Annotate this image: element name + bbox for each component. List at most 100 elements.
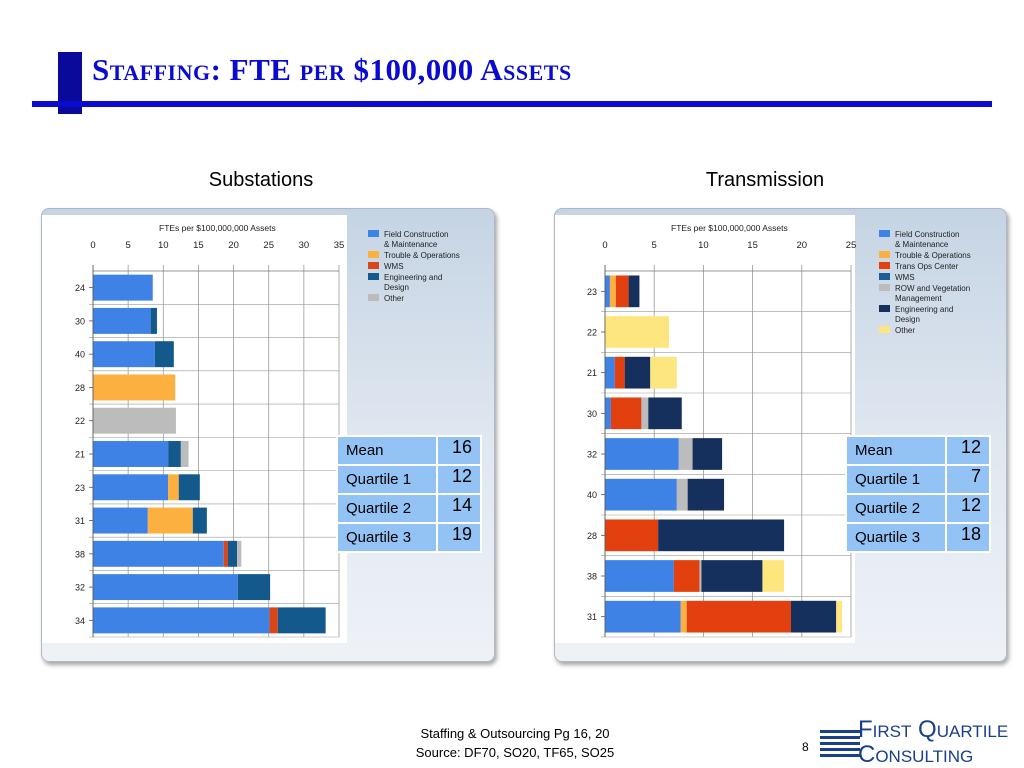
bar-segment bbox=[673, 560, 700, 592]
stat-value: 12 bbox=[947, 495, 989, 522]
footer-line-2: Source: DF70, SO20, TF65, SO25 bbox=[415, 745, 615, 760]
bar-segment bbox=[650, 356, 677, 389]
bar-segment bbox=[615, 275, 629, 308]
bar-segment bbox=[605, 560, 674, 592]
bar-segment bbox=[93, 374, 176, 401]
logo-line-1: First Quartile bbox=[858, 716, 1008, 743]
bar-segment bbox=[277, 607, 326, 634]
x-tick-label: 15 bbox=[193, 240, 204, 251]
y-tick-label: 22 bbox=[587, 328, 597, 338]
page-title: Staffing: FTE per $100,000 Assets bbox=[92, 52, 572, 87]
company-logo: First Quartile Consulting bbox=[820, 716, 1008, 768]
stat-label: Quartile 2 bbox=[847, 495, 945, 522]
stat-label: Mean bbox=[847, 437, 945, 464]
y-tick-label: 40 bbox=[587, 490, 597, 500]
stat-label: Mean bbox=[338, 437, 436, 464]
bar-segment bbox=[610, 397, 642, 430]
substations-chart: FTEs per $100,000,000 Assets 0 5 10 15 20 25 30… bbox=[42, 215, 460, 643]
stat-value: 16 bbox=[438, 437, 480, 464]
stat-value: 12 bbox=[438, 466, 480, 493]
legend-swatch bbox=[879, 230, 890, 237]
y-tick-label: 31 bbox=[75, 516, 85, 526]
bar-segment bbox=[93, 341, 155, 368]
bar-segment bbox=[178, 474, 200, 501]
bar-segment bbox=[93, 540, 224, 567]
y-tick-label: 32 bbox=[587, 450, 597, 460]
x-tick-label: 15 bbox=[747, 240, 758, 251]
bar-segment bbox=[605, 519, 659, 552]
stat-value: 19 bbox=[438, 524, 480, 551]
legend-label: Design bbox=[384, 283, 409, 292]
y-tick-label: 30 bbox=[587, 409, 597, 419]
chart-title: FTEs per $100,000,000 Assets bbox=[159, 223, 276, 233]
y-tick-label: 40 bbox=[75, 350, 85, 360]
legend-label: Design bbox=[895, 315, 920, 324]
legend-swatch bbox=[368, 294, 379, 301]
bar-segment bbox=[150, 307, 157, 334]
bar-segment bbox=[168, 441, 181, 467]
bar-segment bbox=[605, 275, 610, 308]
legend-label: Other bbox=[895, 326, 915, 335]
x-tick-label: 0 bbox=[90, 240, 95, 251]
bar-segment bbox=[605, 356, 615, 389]
y-tick-label: 24 bbox=[75, 283, 85, 293]
page-number: 8 bbox=[802, 740, 809, 754]
y-tick-label: 30 bbox=[75, 316, 85, 326]
x-tick-label: 0 bbox=[602, 240, 607, 251]
bar-segment bbox=[93, 274, 153, 301]
stat-value: 12 bbox=[947, 437, 989, 464]
legend-swatch bbox=[879, 305, 890, 312]
transmission-label: Transmission bbox=[705, 169, 825, 191]
bar-segment bbox=[609, 275, 616, 308]
bar-segment bbox=[680, 600, 687, 633]
bar-segment bbox=[93, 307, 151, 334]
bar-segment bbox=[180, 441, 189, 467]
y-tick-label: 31 bbox=[587, 612, 597, 622]
x-tick-label: 20 bbox=[228, 240, 239, 251]
bar-segment bbox=[192, 507, 207, 534]
stats-row-q3: Quartile 3 19 bbox=[338, 524, 480, 551]
bar-segment bbox=[168, 474, 179, 501]
y-tick-label: 21 bbox=[75, 450, 85, 460]
x-tick-label: 20 bbox=[797, 240, 808, 251]
bar-segment bbox=[678, 438, 693, 470]
bar-segment bbox=[605, 478, 677, 511]
x-tick-label: 5 bbox=[125, 240, 130, 251]
legend-swatch bbox=[879, 251, 890, 258]
stat-label: Quartile 3 bbox=[338, 524, 436, 551]
bar-segment bbox=[93, 407, 176, 434]
bar-segment bbox=[147, 507, 193, 534]
y-tick-label: 34 bbox=[75, 616, 85, 626]
bar-segment bbox=[687, 478, 725, 511]
bar-segment bbox=[762, 560, 785, 592]
y-tick-label: 23 bbox=[75, 483, 85, 493]
bar-segment bbox=[605, 316, 669, 348]
y-tick-label: 28 bbox=[587, 531, 597, 541]
y-tick-label: 28 bbox=[75, 383, 85, 393]
bar-segment bbox=[686, 600, 791, 633]
bar-segment bbox=[93, 607, 270, 634]
stat-label: Quartile 1 bbox=[847, 466, 945, 493]
substations-stats-table: Mean 16 Quartile 1 12 Quartile 2 14 Quartil… bbox=[336, 435, 482, 553]
stats-row-q2: Quartile 2 12 bbox=[847, 495, 989, 522]
bar-segment bbox=[836, 600, 843, 633]
bar-segment bbox=[605, 397, 611, 430]
footer-source: Staffing & Outsourcing Pg 16, 20 Source:… bbox=[380, 724, 650, 762]
legend-label: Trouble & Operations bbox=[895, 251, 971, 260]
y-tick-label: 23 bbox=[587, 287, 597, 297]
bar-segment bbox=[605, 600, 681, 633]
bar-segment bbox=[676, 478, 688, 511]
stats-row-q1: Quartile 1 12 bbox=[338, 466, 480, 493]
stat-value: 14 bbox=[438, 495, 480, 522]
stats-row-q2: Quartile 2 14 bbox=[338, 495, 480, 522]
bar-segment bbox=[237, 574, 271, 601]
legend-swatch bbox=[879, 262, 890, 269]
bar-segment bbox=[641, 397, 649, 430]
legend-swatch bbox=[368, 230, 379, 237]
legend-swatch bbox=[368, 262, 379, 269]
legend-label: WMS bbox=[384, 262, 404, 271]
bar-segment bbox=[648, 397, 682, 430]
bar-segment bbox=[154, 341, 174, 368]
y-tick-label: 21 bbox=[587, 368, 597, 378]
